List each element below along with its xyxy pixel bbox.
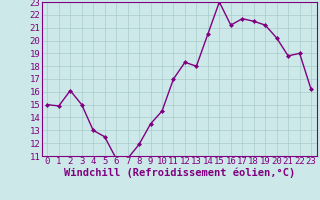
X-axis label: Windchill (Refroidissement éolien,°C): Windchill (Refroidissement éolien,°C) bbox=[64, 168, 295, 178]
